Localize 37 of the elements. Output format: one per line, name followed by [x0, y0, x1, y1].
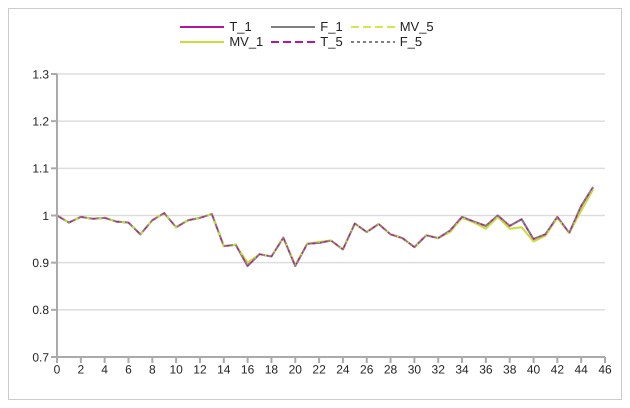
- x-tick-label: 40: [526, 362, 541, 377]
- x-tick-label: 44: [574, 362, 588, 377]
- x-tick-label: 14: [217, 362, 231, 377]
- x-tick-label: 42: [550, 362, 564, 377]
- x-tick-label: 28: [384, 362, 398, 377]
- legend-label: F_5: [400, 34, 422, 49]
- x-tick-label: 10: [169, 362, 184, 377]
- y-tick-label: 0.7: [32, 350, 50, 364]
- x-tick-label: 18: [264, 362, 278, 377]
- x-tick-label: 38: [503, 362, 517, 377]
- y-tick-label: 1.1: [32, 162, 50, 176]
- x-tick-label: 16: [240, 362, 255, 377]
- x-tick-label: 22: [312, 362, 326, 377]
- x-tick-label: 12: [193, 362, 207, 377]
- x-tick-label: 26: [360, 362, 374, 377]
- x-tick-label: 30: [408, 362, 422, 377]
- legend-label: F_1: [320, 19, 343, 34]
- x-tick-label: 8: [148, 362, 156, 377]
- legend-label: T_5: [320, 34, 343, 49]
- x-tick-label: 36: [479, 362, 493, 377]
- x-tick-label: 20: [288, 362, 302, 377]
- legend-label: MV_1: [229, 34, 264, 49]
- x-tick-label: 4: [101, 362, 108, 377]
- y-tick-label: 0.9: [32, 256, 50, 270]
- x-tick-label: 34: [455, 362, 470, 377]
- x-tick-label: 46: [598, 362, 612, 377]
- y-tick-label: 1: [42, 208, 50, 223]
- x-tick-label: 24: [336, 362, 350, 377]
- legend-label: MV_5: [400, 19, 434, 34]
- x-tick-label: 32: [432, 362, 446, 377]
- y-tick-label: 1.2: [32, 114, 50, 128]
- x-tick-label: 0: [54, 362, 61, 377]
- x-tick-label: 2: [77, 362, 84, 377]
- y-tick-label: 1.3: [32, 67, 50, 82]
- x-tick-label: 6: [125, 362, 132, 377]
- y-tick-label: 0.8: [32, 303, 50, 318]
- legend-label: T_1: [229, 19, 252, 34]
